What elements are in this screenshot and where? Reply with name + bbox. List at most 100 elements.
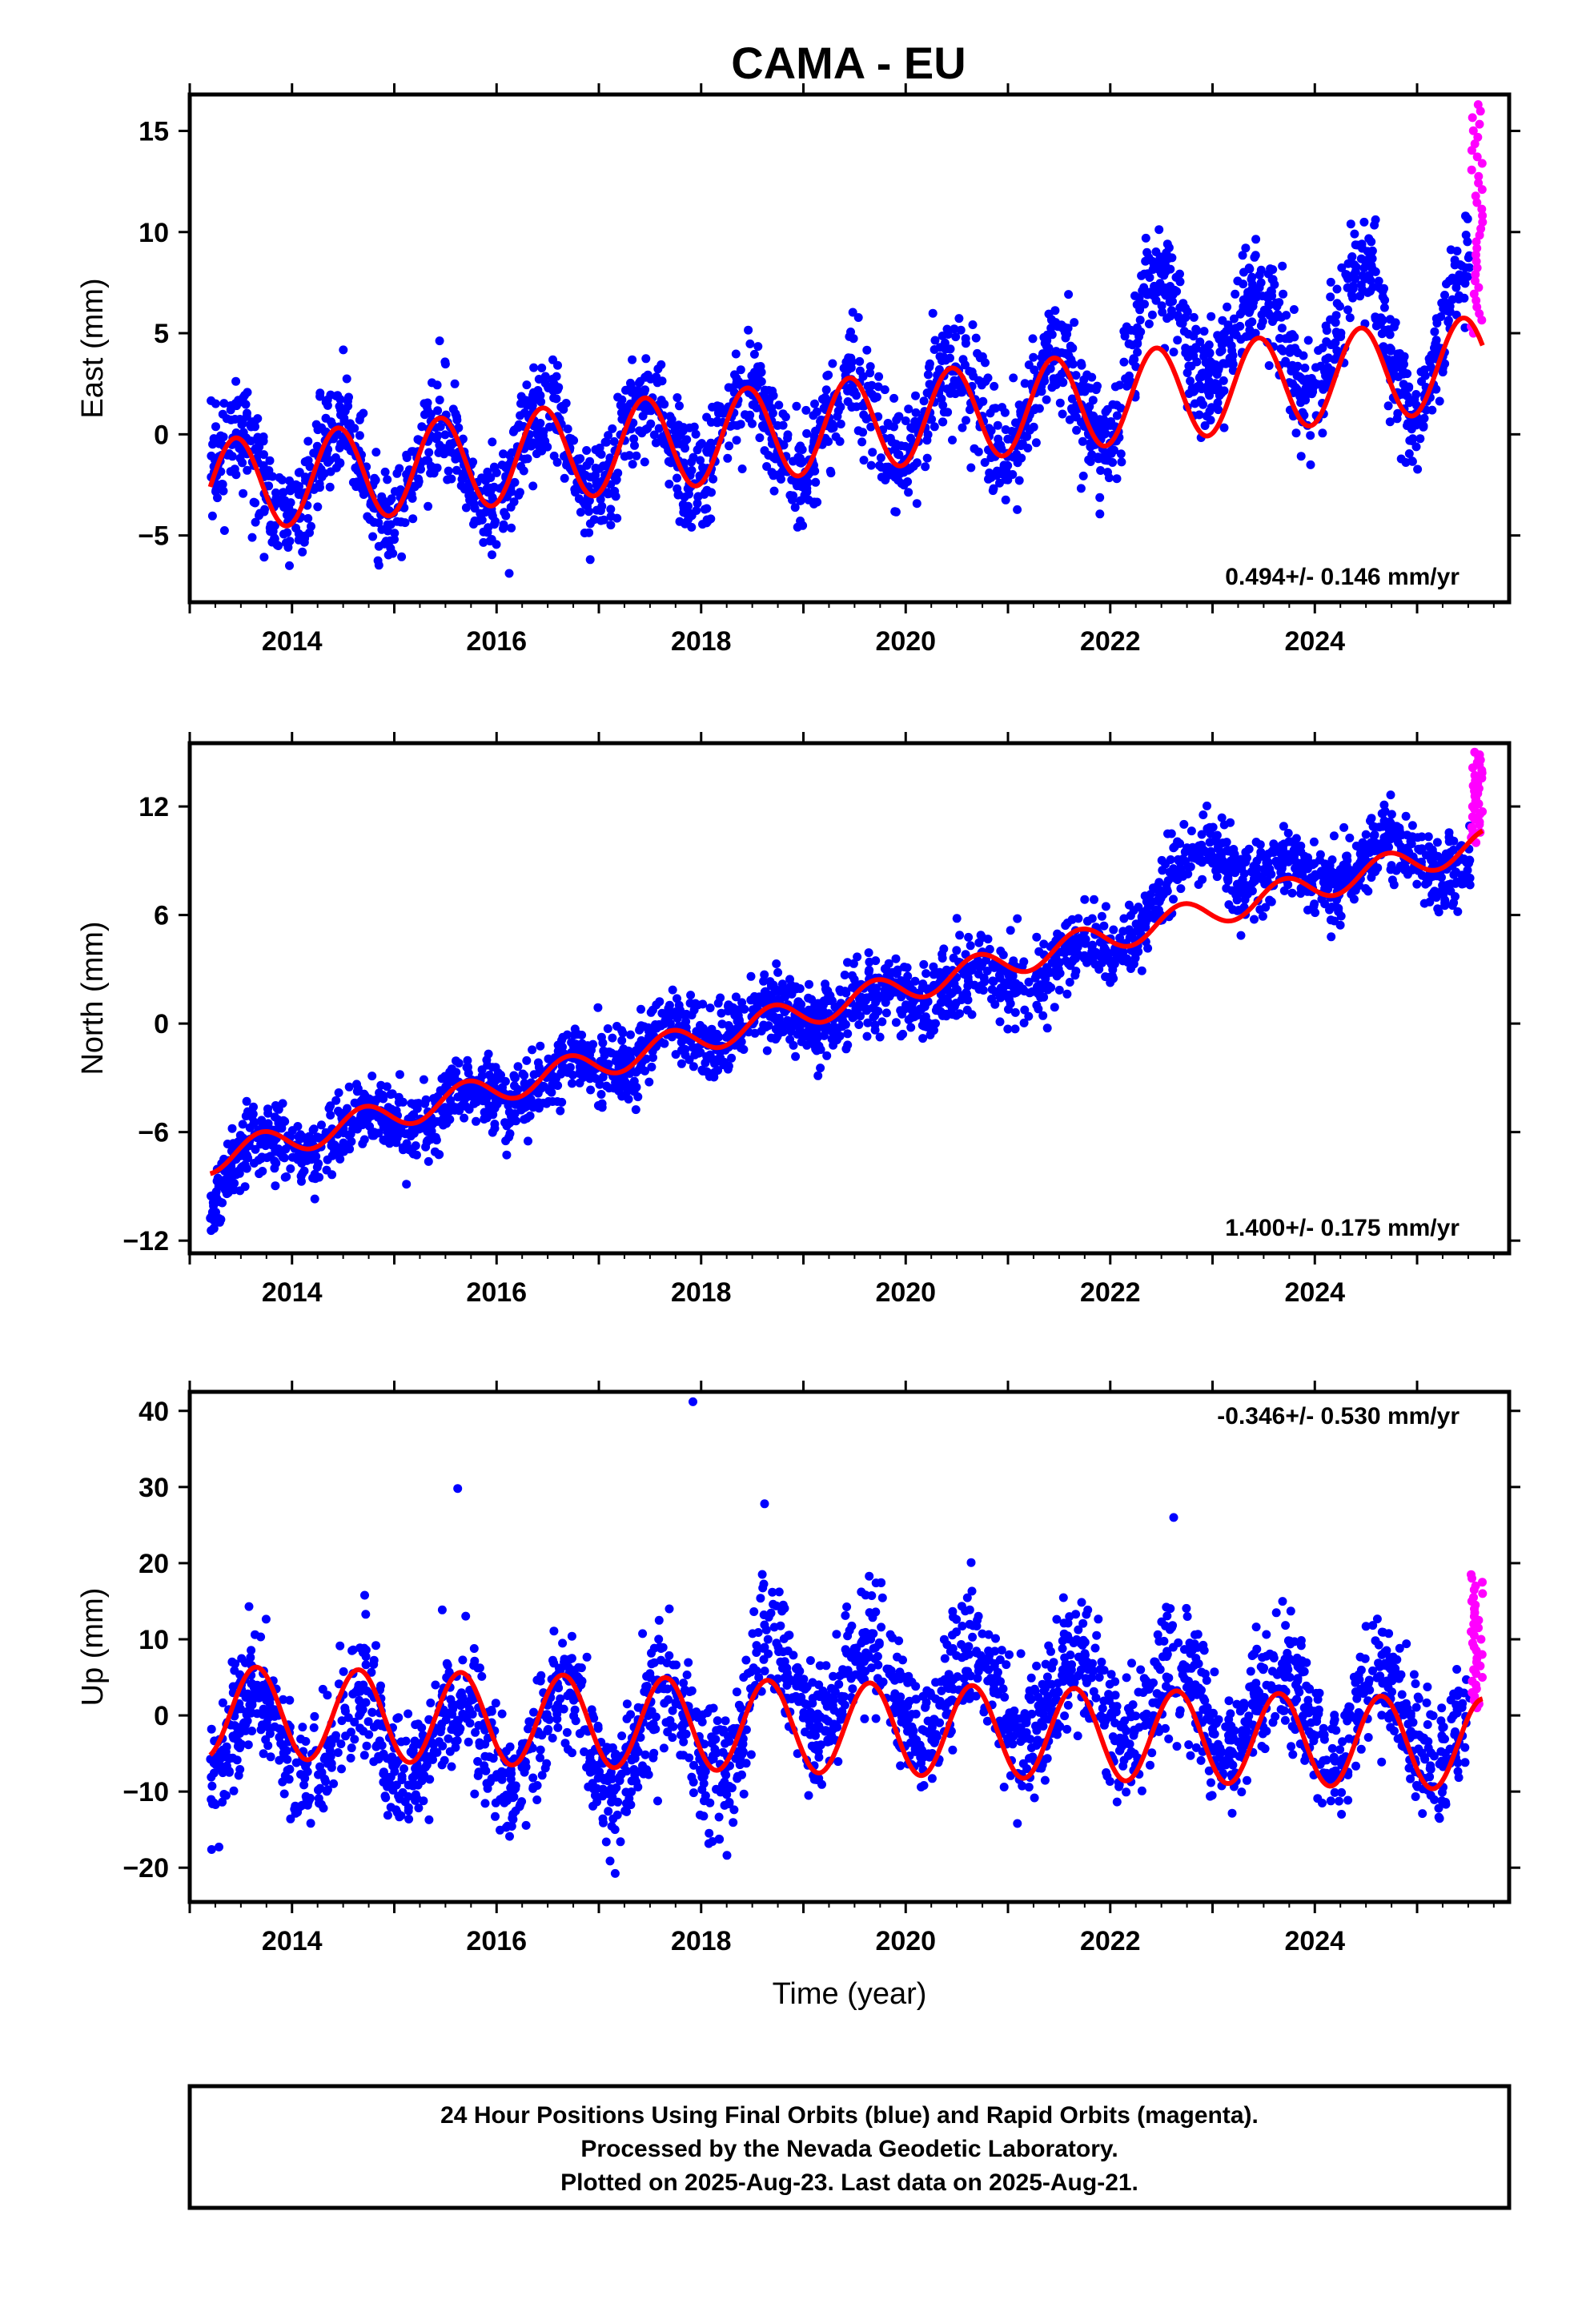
final-orbit-point — [980, 458, 990, 467]
final-orbit-point — [458, 434, 468, 444]
final-orbit-point — [536, 397, 546, 407]
final-orbit-point — [586, 1085, 596, 1095]
final-orbit-point — [1096, 466, 1106, 475]
final-orbit-point — [1053, 322, 1062, 332]
final-orbit-point — [614, 1059, 624, 1069]
final-orbit-point — [445, 1115, 455, 1124]
final-orbit-point — [1460, 271, 1470, 281]
final-orbit-point — [736, 365, 745, 375]
final-orbit-point — [1173, 867, 1182, 877]
final-orbit-point — [1197, 830, 1207, 839]
final-orbit-point — [689, 452, 698, 462]
final-orbit-point — [1024, 360, 1034, 370]
final-orbit-point — [1101, 902, 1110, 911]
final-orbit-point — [631, 1105, 640, 1115]
final-orbit-point — [673, 393, 682, 402]
final-orbit-point — [451, 409, 460, 419]
final-orbit-point — [345, 1144, 355, 1154]
final-orbit-point — [480, 1115, 489, 1124]
final-orbit-point — [1413, 464, 1423, 474]
final-orbit-point — [1455, 291, 1464, 300]
final-orbit-point — [472, 1116, 480, 1126]
final-orbit-point — [560, 473, 569, 483]
final-orbit-point — [392, 468, 402, 478]
final-orbit-point — [1308, 860, 1317, 870]
final-orbit-point — [779, 984, 789, 994]
final-orbit-point — [1339, 860, 1348, 870]
final-orbit-point — [707, 1071, 716, 1080]
final-orbit-point — [1296, 889, 1306, 899]
final-orbit-point — [1345, 833, 1355, 842]
final-orbit-point — [265, 456, 275, 465]
final-orbit-point — [1189, 312, 1199, 322]
final-orbit-point — [323, 400, 332, 410]
final-orbit-point — [667, 420, 677, 429]
final-orbit-point — [852, 391, 861, 400]
final-orbit-point — [416, 464, 425, 474]
final-orbit-point — [895, 469, 905, 479]
final-orbit-point — [887, 988, 896, 998]
final-orbit-point — [795, 453, 805, 463]
final-orbit-point — [773, 420, 782, 430]
final-orbit-point — [802, 1040, 812, 1050]
final-orbit-point — [1039, 939, 1049, 949]
final-orbit-point — [271, 488, 280, 497]
final-orbit-point — [1327, 366, 1336, 376]
final-orbit-point — [1440, 359, 1450, 368]
y-tick-label: 0 — [154, 420, 169, 450]
final-orbit-point — [1033, 982, 1042, 991]
final-orbit-point — [1086, 457, 1095, 466]
final-orbit-point — [527, 441, 536, 451]
final-orbit-point — [1205, 348, 1215, 358]
final-orbit-point — [548, 374, 557, 384]
final-orbit-point — [632, 1068, 640, 1077]
final-orbit-point — [259, 450, 268, 460]
final-orbit-point — [674, 489, 683, 499]
final-orbit-point — [598, 1072, 608, 1082]
final-orbit-point — [752, 403, 761, 412]
final-orbit-point — [1154, 225, 1164, 235]
final-orbit-point — [378, 1091, 387, 1100]
final-orbit-point — [1376, 313, 1386, 323]
final-orbit-point — [641, 354, 651, 364]
final-orbit-point — [891, 507, 901, 517]
final-orbit-point — [912, 499, 921, 509]
final-orbit-point — [209, 1224, 219, 1233]
final-orbit-point — [414, 476, 424, 486]
final-orbit-point — [921, 969, 931, 979]
final-orbit-point — [1157, 301, 1166, 311]
final-orbit-point — [1356, 254, 1366, 263]
final-orbit-point — [460, 1113, 469, 1123]
final-orbit-point — [681, 1017, 691, 1027]
final-orbit-point — [655, 997, 665, 1007]
final-orbit-point — [606, 505, 616, 514]
final-orbit-point — [626, 378, 635, 388]
final-orbit-point — [240, 1182, 250, 1192]
final-orbit-point — [889, 393, 899, 403]
final-orbit-point — [810, 399, 819, 408]
final-orbit-point — [1290, 851, 1299, 861]
final-orbit-point — [1006, 470, 1015, 480]
final-orbit-point — [243, 465, 252, 475]
final-orbit-point — [1182, 368, 1192, 377]
final-orbit-point — [1233, 858, 1243, 867]
final-orbit-point — [596, 516, 606, 525]
final-orbit-point — [1247, 887, 1256, 896]
final-orbit-point — [1010, 1024, 1020, 1034]
final-orbit-point — [1135, 302, 1145, 312]
final-orbit-point — [1042, 1023, 1052, 1033]
final-orbit-point — [249, 1159, 259, 1168]
final-orbit-point — [1267, 275, 1277, 284]
final-orbit-point — [583, 1063, 592, 1072]
axes-frame — [187, 92, 1512, 605]
final-orbit-point — [604, 489, 612, 499]
final-orbit-point — [1250, 915, 1259, 924]
final-orbit-point — [1287, 330, 1297, 340]
final-orbit-point — [843, 365, 853, 374]
final-orbit-point — [927, 415, 937, 424]
final-orbit-point — [1258, 316, 1267, 326]
final-orbit-point — [744, 325, 753, 335]
final-orbit-point — [547, 1088, 556, 1097]
final-orbit-point — [522, 1055, 532, 1065]
final-orbit-point — [1288, 379, 1298, 388]
